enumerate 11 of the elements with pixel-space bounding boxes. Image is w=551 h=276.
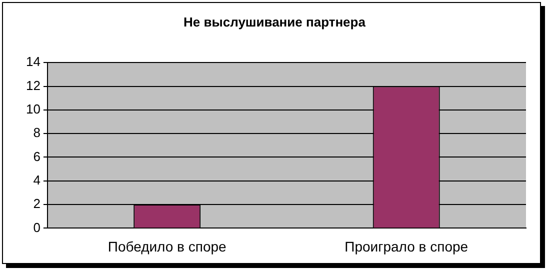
x-tick-label: Проиграло в споре	[344, 238, 468, 254]
chart-title: Не выслушивание партнера	[184, 14, 366, 30]
y-tick-label: 10	[26, 101, 40, 116]
y-tick-label: 0	[33, 220, 40, 235]
y-tick-label: 2	[33, 196, 40, 212]
x-tick-label: Победило в споре	[108, 238, 227, 254]
y-tick-label: 4	[33, 172, 40, 188]
y-tick-label: 12	[26, 78, 40, 93]
y-tick-label: 6	[33, 148, 40, 164]
y-tick-label: 14	[26, 54, 40, 70]
y-tick-label: 8	[33, 125, 40, 140]
